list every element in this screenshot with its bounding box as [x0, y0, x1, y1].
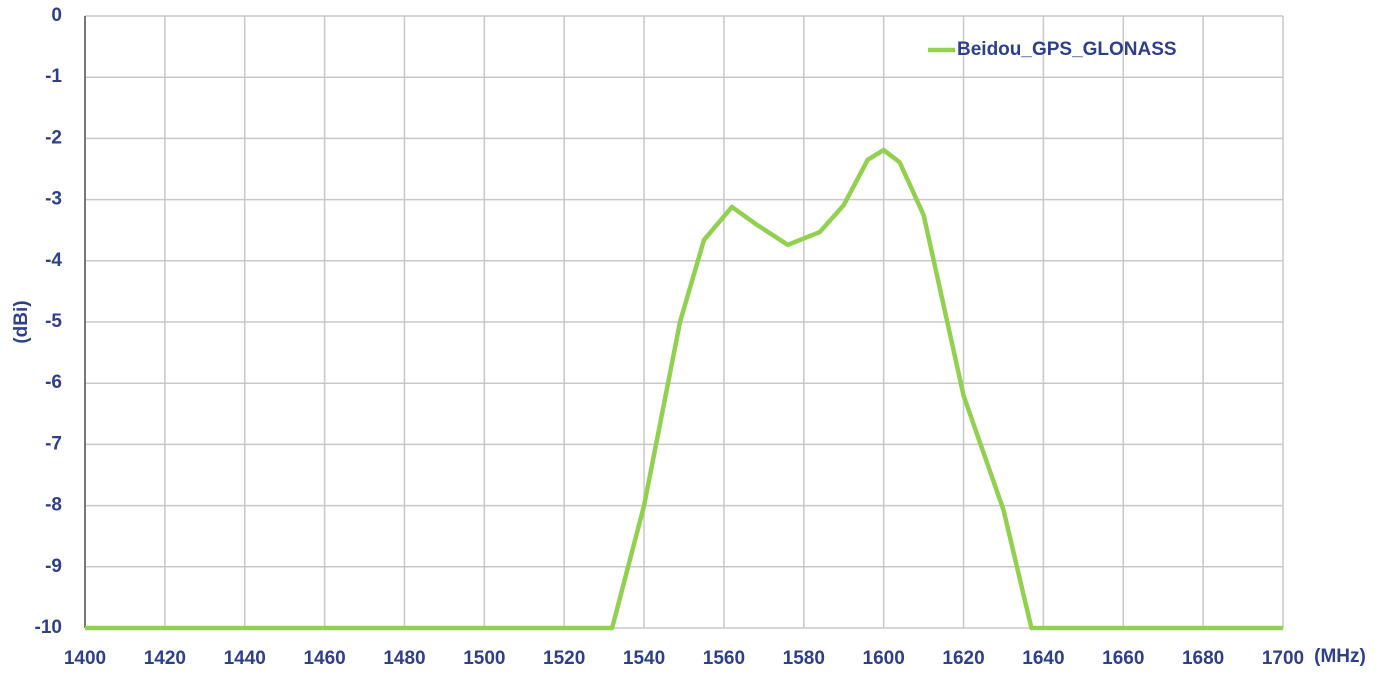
- x-tick-label: 1600: [863, 648, 905, 669]
- y-tick-label: -9: [45, 556, 62, 577]
- y-tick-label: -6: [45, 372, 62, 393]
- x-axis-label: (MHz): [1314, 646, 1366, 667]
- x-tick-label: 1700: [1262, 648, 1304, 669]
- y-tick-label: -1: [45, 66, 62, 87]
- y-tick-label: -2: [45, 127, 62, 148]
- y-tick-label: -5: [45, 311, 62, 332]
- y-tick-label: -4: [45, 250, 62, 271]
- x-tick-label: 1420: [144, 648, 186, 669]
- y-tick-label: 0: [51, 5, 62, 26]
- x-tick-label: 1680: [1182, 648, 1224, 669]
- y-tick-label: -10: [35, 617, 62, 638]
- x-tick-label: 1480: [383, 648, 425, 669]
- y-axis-label: (dBi): [11, 300, 32, 343]
- x-tick-label: 1540: [623, 648, 665, 669]
- x-tick-label: 1440: [224, 648, 266, 669]
- x-tick-label: 1640: [1022, 648, 1064, 669]
- x-tick-label: 1500: [463, 648, 505, 669]
- y-tick-label: -7: [45, 433, 62, 454]
- x-tick-label: 1560: [703, 648, 745, 669]
- x-tick-label: 1580: [783, 648, 825, 669]
- x-tick-label: 1460: [303, 648, 345, 669]
- y-tick-label: -3: [45, 189, 62, 210]
- x-tick-label: 1660: [1102, 648, 1144, 669]
- x-tick-label: 1620: [942, 648, 984, 669]
- data-line: [85, 147, 1283, 631]
- x-tick-label: 1400: [64, 648, 106, 669]
- x-tick-label: 1520: [543, 648, 585, 669]
- y-tick-label: -8: [45, 495, 62, 516]
- legend-label: Beidou_GPS_GLONASS: [957, 39, 1177, 60]
